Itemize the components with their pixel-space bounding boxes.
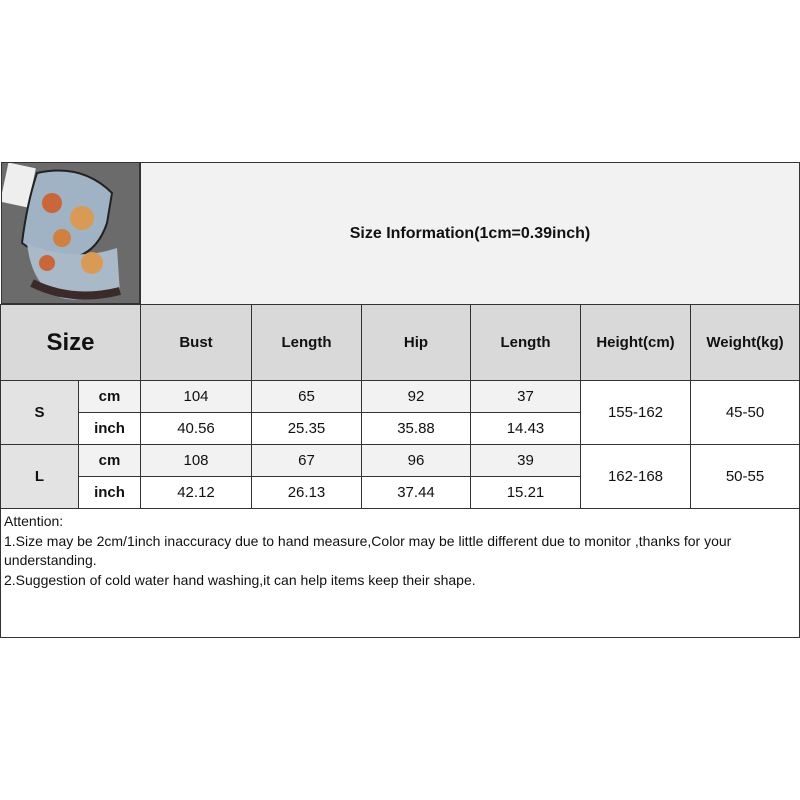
cell: 67 [251,444,362,477]
header-length: Length [251,304,362,381]
product-photo [1,162,140,304]
cell: 26.13 [251,476,362,509]
cell: 65 [251,380,362,413]
cell: 39 [470,444,581,477]
garment-image [2,163,139,303]
unit-inch: inch [78,476,141,509]
note-line: 1.Size may be 2cm/1inch inaccuracy due t… [4,532,732,569]
cell: 37.44 [361,476,471,509]
cell: 14.43 [470,412,581,445]
unit-cm: cm [78,380,141,413]
unit-inch: inch [78,412,141,445]
weight-l: 50-55 [690,444,800,509]
cell: 42.12 [140,476,252,509]
height-s: 155-162 [580,380,691,445]
cell: 96 [361,444,471,477]
size-l: L [0,444,79,509]
size-s: S [0,380,79,445]
height-l: 162-168 [580,444,691,509]
notes-heading: Attention: [4,513,64,529]
cell: 25.35 [251,412,362,445]
cell: 108 [140,444,252,477]
size-chart-title: Size Information(1cm=0.39inch) [140,162,800,305]
header-size: Size [0,304,141,381]
header-bust: Bust [140,304,252,381]
header-weight: Weight(kg) [690,304,800,381]
cell: 35.88 [361,412,471,445]
cell: 15.21 [470,476,581,509]
unit-cm: cm [78,444,141,477]
attention-notes: Attention: 1.Size may be 2cm/1inch inacc… [0,508,800,638]
header-length-2: Length [470,304,581,381]
cell: 104 [140,380,252,413]
note-line: 2.Suggestion of cold water hand washing,… [4,571,476,588]
cell: 92 [361,380,471,413]
cell: 37 [470,380,581,413]
header-height: Height(cm) [580,304,691,381]
cell: 40.56 [140,412,252,445]
header-hip: Hip [361,304,471,381]
weight-s: 45-50 [690,380,800,445]
